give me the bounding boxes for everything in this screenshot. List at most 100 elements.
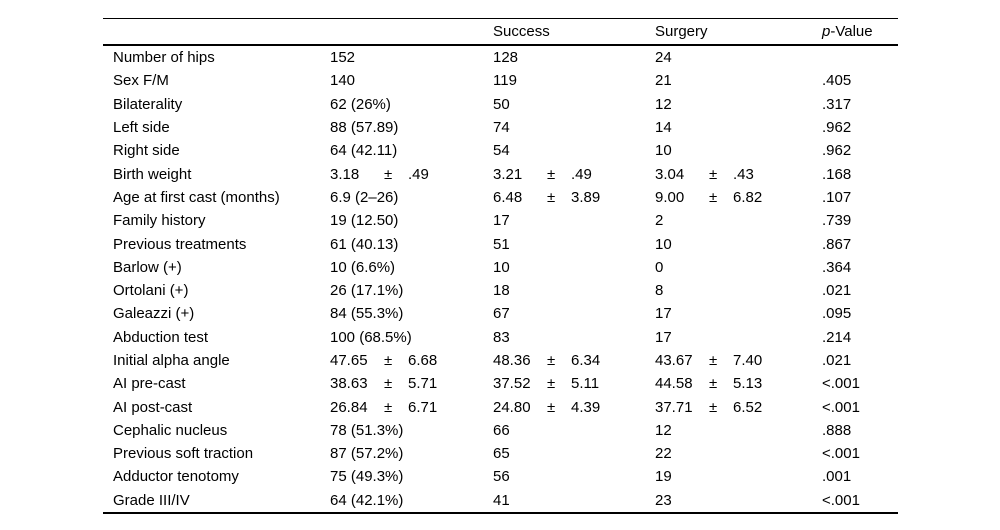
cell-value: 12: [655, 95, 672, 113]
surgery-cell: 12: [655, 97, 822, 112]
row-label: Galeazzi (+): [113, 305, 195, 323]
total-cell: 84 (55.3%): [330, 306, 493, 321]
plus-minus-sign: ±: [709, 352, 718, 369]
cell-value: 0: [655, 258, 664, 276]
row-label: Birth weight: [113, 165, 192, 183]
cell-value: 17: [655, 305, 672, 323]
table-top-rule: [103, 18, 898, 19]
success-cell: 3.21 ± .49: [493, 167, 655, 182]
cell-value: 87 (57.2%): [330, 445, 404, 463]
cell-value: 8: [655, 282, 664, 300]
surgery-cell: 2: [655, 213, 822, 228]
cell-value: 17: [493, 212, 510, 230]
pvalue-cell: .001: [822, 468, 852, 486]
mean-value: 6.48: [493, 188, 523, 206]
surgery-cell: 8: [655, 283, 822, 298]
surgery-cell: 23: [655, 493, 822, 508]
plus-minus-sign: ±: [709, 398, 718, 416]
header-pvalue-rest: -Value: [830, 23, 873, 40]
plus-minus-sign: ±: [384, 352, 393, 369]
sd-value: 5.11: [571, 375, 600, 393]
surgery-cell: 19: [655, 469, 822, 484]
total-cell: 100 (68.5%): [330, 330, 493, 345]
success-cell: 50: [493, 97, 655, 112]
plus-minus-sign: ±: [384, 398, 393, 416]
total-cell: 3.18 ± .49: [330, 167, 493, 182]
pvalue-cell: <.001: [822, 375, 860, 393]
mean-value: 38.63: [330, 375, 368, 393]
row-label: Sex F/M: [113, 72, 169, 90]
cell-value: 10: [655, 235, 672, 253]
pvalue-cell: .867: [822, 235, 852, 253]
pvalue-cell: .021: [822, 282, 852, 300]
surgery-cell: 21: [655, 73, 822, 88]
pvalue-cell: .095: [822, 305, 852, 323]
cell-value: 100 (68.5%): [330, 328, 412, 346]
success-cell: 119: [493, 73, 655, 88]
cell-value: 2: [655, 212, 664, 230]
cell-value: 88 (57.89): [330, 119, 399, 137]
success-cell: 65: [493, 446, 655, 461]
pvalue-cell: <.001: [822, 445, 860, 463]
surgery-cell: 0: [655, 260, 822, 275]
mean-value: 44.58: [655, 375, 693, 393]
surgery-cell: 14: [655, 120, 822, 135]
success-cell: 66: [493, 423, 655, 438]
row-label: Previous soft traction: [113, 445, 254, 463]
cell-value: 22: [655, 445, 672, 463]
total-cell: 64 (42.11): [330, 143, 493, 158]
sd-value: 5.13: [733, 375, 763, 393]
pvalue-cell: .888: [822, 421, 852, 439]
plus-minus-sign: ±: [547, 398, 556, 416]
pvalue-cell: .168: [822, 165, 852, 183]
table-body: Number of hips 152 128 24 Sex F/M 140 119 21.40…: [103, 46, 898, 512]
row-label: Number of hips: [113, 49, 215, 67]
cell-value: 10 (6.6%): [330, 258, 396, 276]
total-cell: 140: [330, 73, 493, 88]
row-label: Bilaterality: [113, 95, 183, 113]
header-success-label: Success: [493, 23, 550, 40]
mean-value: 26.84: [330, 398, 368, 416]
surgery-cell: 43.67 ±7.40: [655, 353, 822, 368]
row-label: AI pre-cast: [113, 375, 186, 393]
success-cell: 41: [493, 493, 655, 508]
pvalue-cell: <.001: [822, 398, 860, 416]
mean-value: 37.71: [655, 398, 693, 416]
plus-minus-sign: ±: [384, 375, 393, 393]
cell-value: 67: [493, 305, 510, 323]
row-label: Left side: [113, 119, 170, 137]
cell-value: 78 (51.3%): [330, 421, 404, 439]
success-cell: 10: [493, 260, 655, 275]
header-surgery-column: Surgery: [655, 24, 822, 39]
pvalue-cell: .739: [822, 212, 852, 230]
cell-value: 66: [493, 421, 510, 439]
row-label: Initial alpha angle: [113, 352, 230, 369]
success-cell: 128: [493, 50, 655, 65]
cell-value: 26 (17.1%): [330, 282, 404, 300]
mean-value: 43.67: [655, 352, 693, 369]
plus-minus-sign: ±: [384, 165, 393, 183]
sd-value: 4.39: [571, 398, 601, 416]
success-cell: 83: [493, 330, 655, 345]
row-label: AI post-cast: [113, 398, 193, 416]
table-row: Previous treatments 61 (40.13) 51 10 .867: [103, 232, 898, 255]
mean-value: 37.52: [493, 375, 531, 393]
pvalue-cell: <.001: [822, 491, 860, 509]
table-row: AI pre-cast 38.63 ±5.71 37.52 ±5.11 44.58 ±5.1…: [103, 372, 898, 395]
cell-value: 21: [655, 72, 672, 90]
sd-value: .43: [733, 165, 754, 183]
outcome-comparison-table: Success Surgery p -Value Number of hips 15…: [103, 18, 898, 514]
total-cell: 47.65 ±6.68: [330, 353, 493, 368]
total-cell: 26 (17.1%): [330, 283, 493, 298]
cell-value: 23: [655, 491, 672, 509]
sd-value: .49: [571, 165, 592, 183]
total-cell: 88 (57.89): [330, 120, 493, 135]
surgery-cell: 17: [655, 306, 822, 321]
cell-value: 24: [655, 49, 672, 67]
table-row: Grade III/IV 64 (42.1%) 41 23 <.001: [103, 489, 898, 512]
cell-value: 56: [493, 468, 510, 486]
success-cell: 67: [493, 306, 655, 321]
row-label: Ortolani (+): [113, 282, 189, 300]
pvalue-cell: .962: [822, 119, 852, 137]
table-row: Ortolani (+) 26 (17.1%) 18 8 .021: [103, 279, 898, 302]
